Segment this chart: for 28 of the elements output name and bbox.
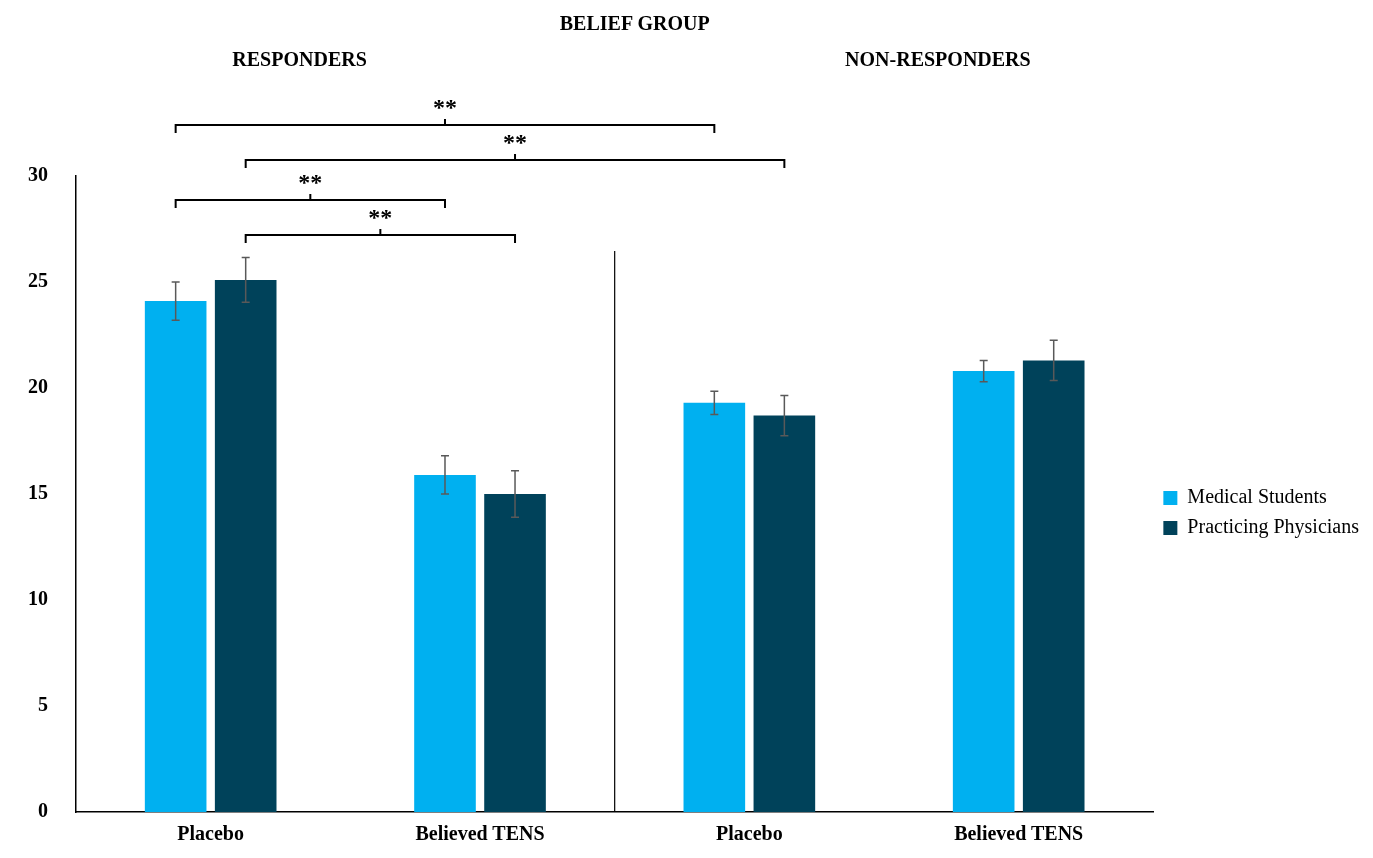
- bar: [414, 474, 476, 812]
- y-tick-label: 0: [38, 799, 48, 822]
- bar: [144, 301, 207, 812]
- text: NON-RESPONDERS: [845, 48, 1031, 71]
- x-tick-label: Believed TENS: [954, 822, 1084, 845]
- bar: [484, 494, 546, 812]
- bar: [952, 371, 1015, 812]
- bar: [1022, 360, 1085, 812]
- x-tick-label: Placebo: [716, 822, 783, 845]
- legend-label: Medical Students: [1187, 485, 1327, 508]
- bar: [753, 415, 816, 812]
- y-tick-label: 25: [28, 269, 48, 292]
- bar: [683, 402, 746, 812]
- y-tick-label: 30: [28, 163, 48, 186]
- x-tick-label: Placebo: [177, 822, 244, 845]
- chart-title: BELIEF GROUP: [559, 12, 710, 35]
- text: RESPONDERS: [232, 48, 367, 71]
- bar: [214, 279, 277, 812]
- y-tick-label: 5: [38, 693, 48, 716]
- x-tick-label: Believed TENS: [415, 822, 545, 845]
- legend-label: Practicing Physicians: [1187, 515, 1360, 539]
- y-tick-label: 20: [28, 375, 48, 398]
- text: **: [503, 129, 528, 156]
- annotation: **: [368, 204, 393, 231]
- text: **: [433, 94, 457, 121]
- annotation: **: [298, 169, 323, 196]
- y-tick-label: 15: [28, 481, 48, 504]
- y-tick-label: 10: [28, 587, 48, 610]
